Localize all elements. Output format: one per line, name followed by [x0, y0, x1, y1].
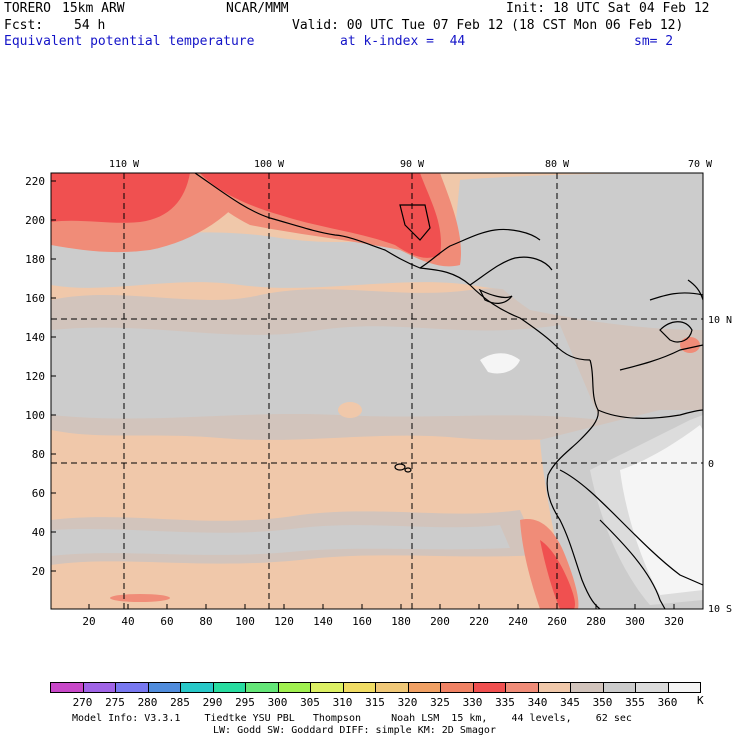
- x-tick-label: 120: [274, 615, 294, 628]
- y-tick-label: 60: [32, 487, 45, 500]
- colorbar-swatch: [212, 682, 246, 693]
- colorbar-label: 330: [462, 696, 483, 709]
- colorbar-label: 360: [657, 696, 678, 709]
- x-tick-label: 80: [199, 615, 212, 628]
- colorbar-label: 300: [267, 696, 288, 709]
- lat-label: 0: [708, 459, 714, 470]
- colorbar-swatch: [407, 682, 441, 693]
- colorbar-swatch: [537, 682, 571, 693]
- lon-label: 100 W: [254, 159, 285, 170]
- y-tick-label: 220: [25, 175, 45, 188]
- valid-time: Valid: 00 UTC Tue 07 Feb 12 (18 CST Mon …: [292, 18, 684, 33]
- x-tick-label: 180: [391, 615, 411, 628]
- colorbar-label: 335: [495, 696, 515, 709]
- x-tick-label: 100: [235, 615, 255, 628]
- forecast-hour: 54 h: [74, 18, 106, 33]
- footer-model-info: Model Info: V3.3.1 Tiedtke YSU PBL Thomp…: [72, 713, 632, 724]
- colorbar-label: 315: [365, 696, 385, 709]
- coastlines: [194, 172, 704, 610]
- colorbar-swatch: [570, 682, 604, 693]
- colorbar-label: 345: [560, 696, 580, 709]
- colorbar-swatch: [82, 682, 116, 693]
- lon-labels: 110 W 100 W 90 W 80 W 70 W: [109, 159, 713, 170]
- lon-label: 110 W: [109, 159, 140, 170]
- x-tick-label: 200: [430, 615, 450, 628]
- colorbar-swatch: [440, 682, 474, 693]
- y-tick-label: 180: [25, 253, 45, 266]
- colorbar-swatch: [147, 682, 181, 693]
- forecast-label: Fcst:: [4, 18, 44, 33]
- colorbar-label: 320: [397, 696, 418, 709]
- colorbar-swatch: [180, 682, 214, 693]
- x-tick-label: 280: [586, 615, 606, 628]
- axis-ticks: [51, 180, 675, 609]
- footer-physics-info: LW: Godd SW: Goddard DIFF: simple KM: 2D…: [213, 725, 496, 736]
- colorbar-label: 350: [592, 696, 613, 709]
- colorbar-swatch: [50, 682, 84, 693]
- y-tick-label: 40: [32, 526, 45, 539]
- x-tick-label: 20: [82, 615, 95, 628]
- smoothing-info: sm= 2: [634, 34, 674, 49]
- x-tick-label: 320: [664, 615, 684, 628]
- init-time: Init: 18 UTC Sat 04 Feb 12: [506, 1, 710, 16]
- x-tick-label: 40: [121, 615, 134, 628]
- x-tick-label: 160: [352, 615, 372, 628]
- lon-label: 70 W: [688, 159, 713, 170]
- colorbar-label: 275: [105, 696, 125, 709]
- y-tick-labels: 220 200 180 160 140 120 100 80 60 40 20: [25, 175, 45, 578]
- colorbar-swatch: [472, 682, 506, 693]
- colorbar-label: 325: [430, 696, 450, 709]
- x-tick-label: 240: [508, 615, 528, 628]
- colorbar-swatch: [342, 682, 376, 693]
- y-tick-label: 80: [32, 448, 45, 461]
- x-tick-label: 60: [160, 615, 173, 628]
- colorbar-label: 295: [235, 696, 255, 709]
- y-tick-label: 20: [32, 565, 45, 578]
- colorbar-swatch: [245, 682, 279, 693]
- colorbar-label: 285: [170, 696, 190, 709]
- y-tick-label: 140: [25, 331, 45, 344]
- x-tick-label: 220: [469, 615, 489, 628]
- x-tick-labels: 20 40 60 80 100 120 140 160 180 200 220 …: [82, 615, 684, 628]
- model-resolution: 15km ARW: [62, 1, 125, 16]
- y-tick-label: 200: [25, 214, 45, 227]
- colorbar-swatch: [310, 682, 344, 693]
- model-name: TORERO: [4, 1, 51, 16]
- latlon-grid: [51, 173, 703, 609]
- x-tick-label: 140: [313, 615, 333, 628]
- y-tick-label: 120: [25, 370, 45, 383]
- colorbar-label: 280: [137, 696, 158, 709]
- y-tick-label: 100: [25, 409, 45, 422]
- colorbar-label: 340: [527, 696, 548, 709]
- colorbar-swatch: [277, 682, 311, 693]
- x-tick-label: 260: [547, 615, 567, 628]
- colorbar-label: 290: [202, 696, 223, 709]
- map-field: [51, 173, 703, 609]
- field-name: Equivalent potential temperature: [4, 34, 255, 49]
- lon-label: 80 W: [545, 159, 570, 170]
- colorbar-unit: K: [697, 694, 704, 707]
- lat-label: 10 N: [708, 315, 732, 326]
- plot-frame: [50, 172, 704, 610]
- y-tick-label: 160: [25, 292, 45, 305]
- lat-label: 10 S: [708, 604, 732, 615]
- colorbar-swatch: [375, 682, 409, 693]
- colorbar-swatch: [505, 682, 539, 693]
- level-info: at k-index = 44: [340, 34, 466, 49]
- colorbar-swatch: [635, 682, 669, 693]
- colorbar-label: 355: [625, 696, 645, 709]
- lon-label: 90 W: [400, 159, 425, 170]
- lat-labels: 10 N 0 10 S: [708, 315, 732, 615]
- x-tick-label: 300: [625, 615, 645, 628]
- colorbar-swatch: [667, 682, 701, 693]
- center-name: NCAR/MMM: [226, 1, 289, 16]
- colorbar-label: 310: [332, 696, 353, 709]
- colorbar-label: 270: [72, 696, 93, 709]
- colorbar-swatch: [602, 682, 636, 693]
- colorbar-label: 305: [300, 696, 320, 709]
- colorbar-swatch: [115, 682, 149, 693]
